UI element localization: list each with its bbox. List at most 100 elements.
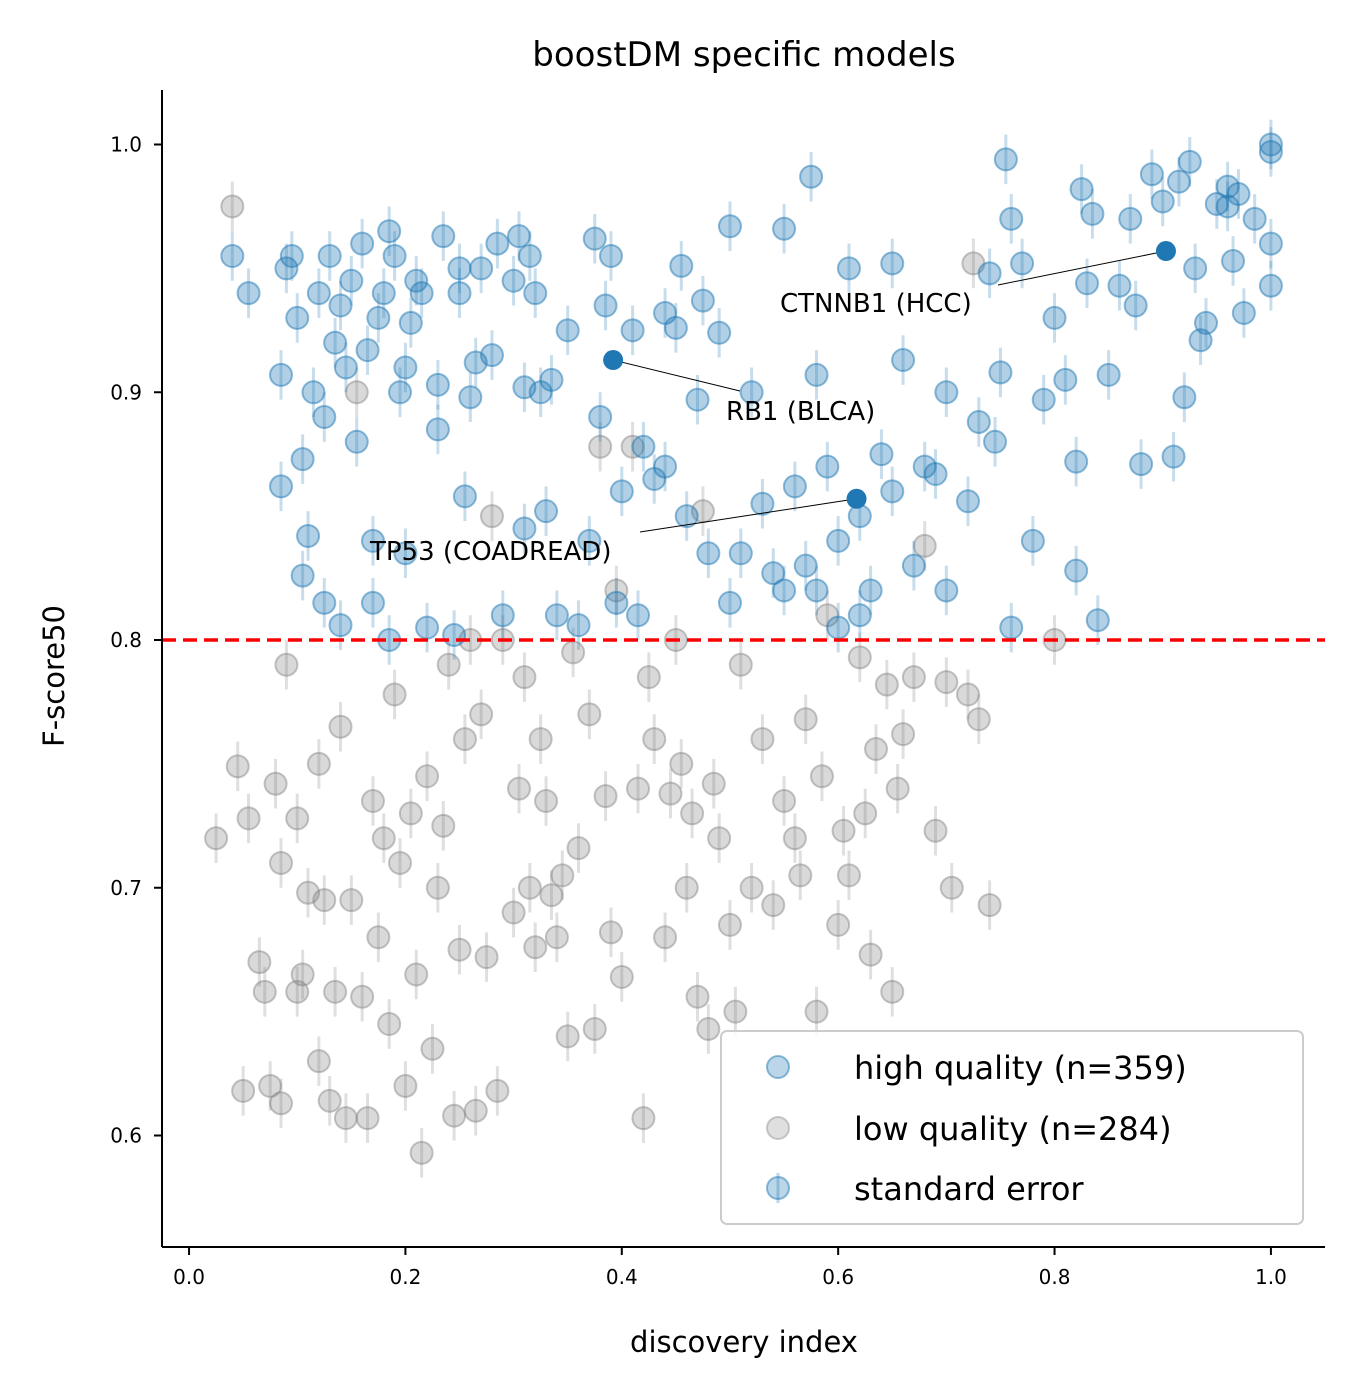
x-tick-label: 0.8 <box>1039 1265 1071 1289</box>
annotation-leader-line <box>997 250 1167 286</box>
high-quality-point <box>425 372 450 397</box>
low-quality-point <box>923 818 948 843</box>
low-quality-point <box>717 912 742 937</box>
high-quality-point <box>609 479 634 504</box>
high-quality-point <box>588 405 613 430</box>
high-quality-point <box>404 268 429 293</box>
high-quality-point <box>782 474 807 499</box>
high-quality-point <box>366 305 391 330</box>
high-quality-point <box>1080 201 1105 226</box>
high-quality-point <box>999 615 1024 640</box>
legend-marker-high <box>766 1055 790 1079</box>
low-quality-point <box>955 682 980 707</box>
legend-label-low: low quality (n=284) <box>854 1110 1172 1148</box>
high-quality-point <box>1123 293 1148 318</box>
high-quality-point <box>1242 206 1267 231</box>
low-quality-point <box>901 665 926 690</box>
low-quality-point <box>285 806 310 831</box>
high-quality-point <box>1161 444 1186 469</box>
annotation-leader-line <box>639 498 857 533</box>
high-quality-point <box>1150 189 1175 214</box>
high-quality-point <box>1020 528 1045 553</box>
low-quality-point <box>415 764 440 789</box>
low-quality-point <box>285 979 310 1004</box>
high-quality-point <box>539 367 564 392</box>
low-quality-point <box>501 900 526 925</box>
low-quality-point <box>939 875 964 900</box>
low-quality-point <box>598 920 623 945</box>
high-quality-point <box>869 442 894 467</box>
low-quality-point <box>317 1088 342 1113</box>
high-quality-point <box>350 231 375 256</box>
high-quality-point <box>490 603 515 628</box>
low-quality-point <box>371 826 396 851</box>
low-quality-point <box>306 1049 331 1074</box>
high-quality-point <box>333 355 358 380</box>
low-quality-point <box>912 533 937 558</box>
y-tick-label: 1.0 <box>110 133 142 157</box>
x-tick-label: 0.0 <box>173 1265 205 1289</box>
high-quality-point <box>669 253 694 278</box>
high-quality-point <box>415 615 440 640</box>
high-quality-point <box>1129 452 1154 477</box>
low-quality-point <box>507 776 532 801</box>
low-quality-point <box>604 578 629 603</box>
highlighted-point <box>846 488 867 509</box>
high-quality-point <box>517 243 542 268</box>
low-quality-point <box>566 836 591 861</box>
low-quality-point <box>891 722 916 747</box>
low-quality-point <box>809 764 834 789</box>
high-quality-point <box>1221 248 1246 273</box>
highlighted-point <box>603 350 624 371</box>
low-quality-point <box>382 682 407 707</box>
low-quality-point <box>355 1106 380 1131</box>
low-quality-point <box>761 893 786 918</box>
low-quality-point <box>831 818 856 843</box>
low-quality-point <box>561 640 586 665</box>
y-tick-label: 0.6 <box>110 1124 142 1148</box>
high-quality-point <box>1166 169 1191 194</box>
low-quality-point <box>966 707 991 732</box>
low-quality-point <box>333 1106 358 1131</box>
low-quality-point <box>290 962 315 987</box>
low-quality-point <box>269 850 294 875</box>
high-quality-point <box>1064 449 1089 474</box>
low-quality-point <box>642 727 667 752</box>
high-quality-point <box>999 206 1024 231</box>
low-quality-point <box>274 652 299 677</box>
high-quality-point <box>858 578 883 603</box>
low-quality-point <box>312 888 337 913</box>
low-quality-point <box>977 893 1002 918</box>
high-quality-point <box>604 590 629 615</box>
high-quality-point <box>566 613 591 638</box>
low-quality-point <box>204 826 229 851</box>
highlighted-point <box>1155 241 1176 262</box>
low-quality-point <box>669 751 694 776</box>
high-quality-point <box>301 380 326 405</box>
high-quality-point <box>371 281 396 306</box>
low-quality-point <box>388 850 413 875</box>
high-quality-point <box>826 528 851 553</box>
low-quality-point <box>864 737 889 762</box>
high-quality-point <box>269 474 294 499</box>
chart-title: boostDM specific models <box>532 35 955 75</box>
low-quality-point <box>934 670 959 695</box>
low-quality-point <box>350 984 375 1009</box>
annotation-label: TP53 (COADREAD) <box>369 537 611 567</box>
high-quality-point <box>880 479 905 504</box>
high-quality-point <box>312 590 337 615</box>
low-quality-point <box>550 863 575 888</box>
high-quality-point <box>977 261 1002 286</box>
low-quality-point <box>377 1012 402 1037</box>
high-quality-point <box>431 224 456 249</box>
high-quality-point <box>1118 206 1143 231</box>
high-quality-point <box>804 578 829 603</box>
low-quality-point <box>247 950 272 975</box>
high-quality-point <box>360 590 385 615</box>
high-quality-point <box>1053 367 1078 392</box>
low-quality-point <box>431 813 456 838</box>
low-quality-point <box>609 964 634 989</box>
high-quality-point <box>880 251 905 276</box>
high-quality-point <box>344 429 369 454</box>
high-quality-point <box>674 504 699 529</box>
